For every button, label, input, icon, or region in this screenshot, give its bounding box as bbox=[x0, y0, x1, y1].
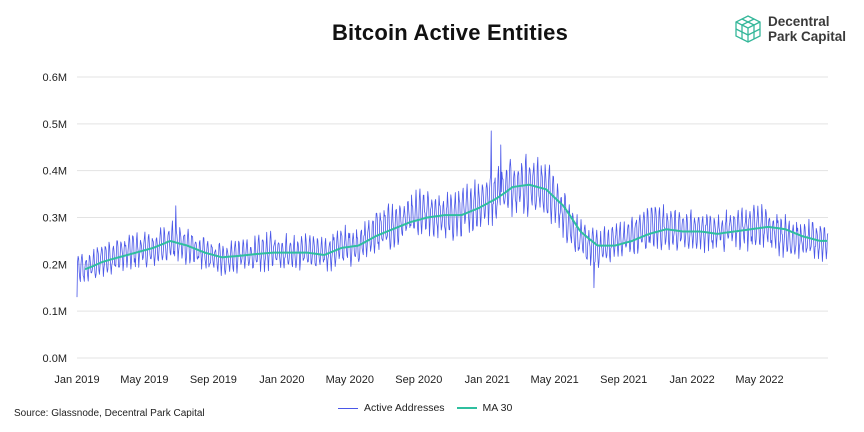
x-tick-label: Jan 2022 bbox=[670, 374, 715, 386]
cube-grid-icon bbox=[735, 15, 761, 43]
series-line-active-addresses bbox=[76, 130, 829, 298]
legend-label-active-addresses: Active Addresses bbox=[364, 402, 445, 414]
brand-name-line2: Park Capital bbox=[768, 29, 847, 44]
legend-swatch-ma-30 bbox=[456, 407, 477, 409]
legend-label-ma-30: MA 30 bbox=[482, 402, 513, 414]
y-tick-label: 0.5M bbox=[43, 119, 67, 131]
x-tick-label: May 2022 bbox=[735, 374, 783, 386]
legend-item-active-addresses: Active Addresses bbox=[338, 402, 445, 414]
source-note: Source: Glassnode, Decentral Park Capita… bbox=[14, 408, 205, 419]
x-tick-label: Sep 2020 bbox=[395, 374, 442, 386]
legend: Active Addresses MA 30 bbox=[338, 402, 524, 414]
x-tick-label: May 2020 bbox=[326, 374, 374, 386]
x-tick-label: Jan 2019 bbox=[54, 374, 99, 386]
y-tick-label: 0.2M bbox=[43, 259, 67, 271]
y-axis-ticks: 0.0M 0.1M 0.2M 0.3M 0.4M 0.5M 0.6M bbox=[43, 72, 67, 365]
x-tick-label: Sep 2021 bbox=[600, 374, 647, 386]
y-tick-label: 0.4M bbox=[43, 166, 67, 178]
legend-swatch-active-addresses bbox=[338, 407, 358, 409]
y-tick-label: 0.1M bbox=[43, 306, 67, 318]
y-tick-label: 0.6M bbox=[43, 72, 67, 84]
chart-title: Bitcoin Active Entities bbox=[331, 20, 569, 45]
x-tick-label: Sep 2019 bbox=[190, 374, 237, 386]
x-tick-label: Jan 2021 bbox=[465, 374, 510, 386]
series-line-ma-30 bbox=[84, 183, 828, 271]
y-tick-label: 0.0M bbox=[43, 353, 67, 365]
brand-name-line1: Decentral bbox=[768, 14, 830, 29]
x-tick-label: May 2021 bbox=[530, 374, 578, 386]
y-tick-label: 0.3M bbox=[43, 213, 67, 225]
x-tick-label: Jan 2020 bbox=[259, 374, 304, 386]
chart-area: 0.0M 0.1M 0.2M 0.3M 0.4M 0.5M 0.6M Jan 2019 May… bbox=[43, 72, 829, 386]
legend-item-ma-30: MA 30 bbox=[456, 402, 513, 414]
brand-logo: Decentral Park Capital bbox=[734, 14, 846, 44]
x-tick-label: May 2019 bbox=[120, 374, 168, 386]
x-axis-ticks: Jan 2019 May 2019 Sep 2019 Jan 2020 May 2020… bbox=[54, 374, 783, 386]
